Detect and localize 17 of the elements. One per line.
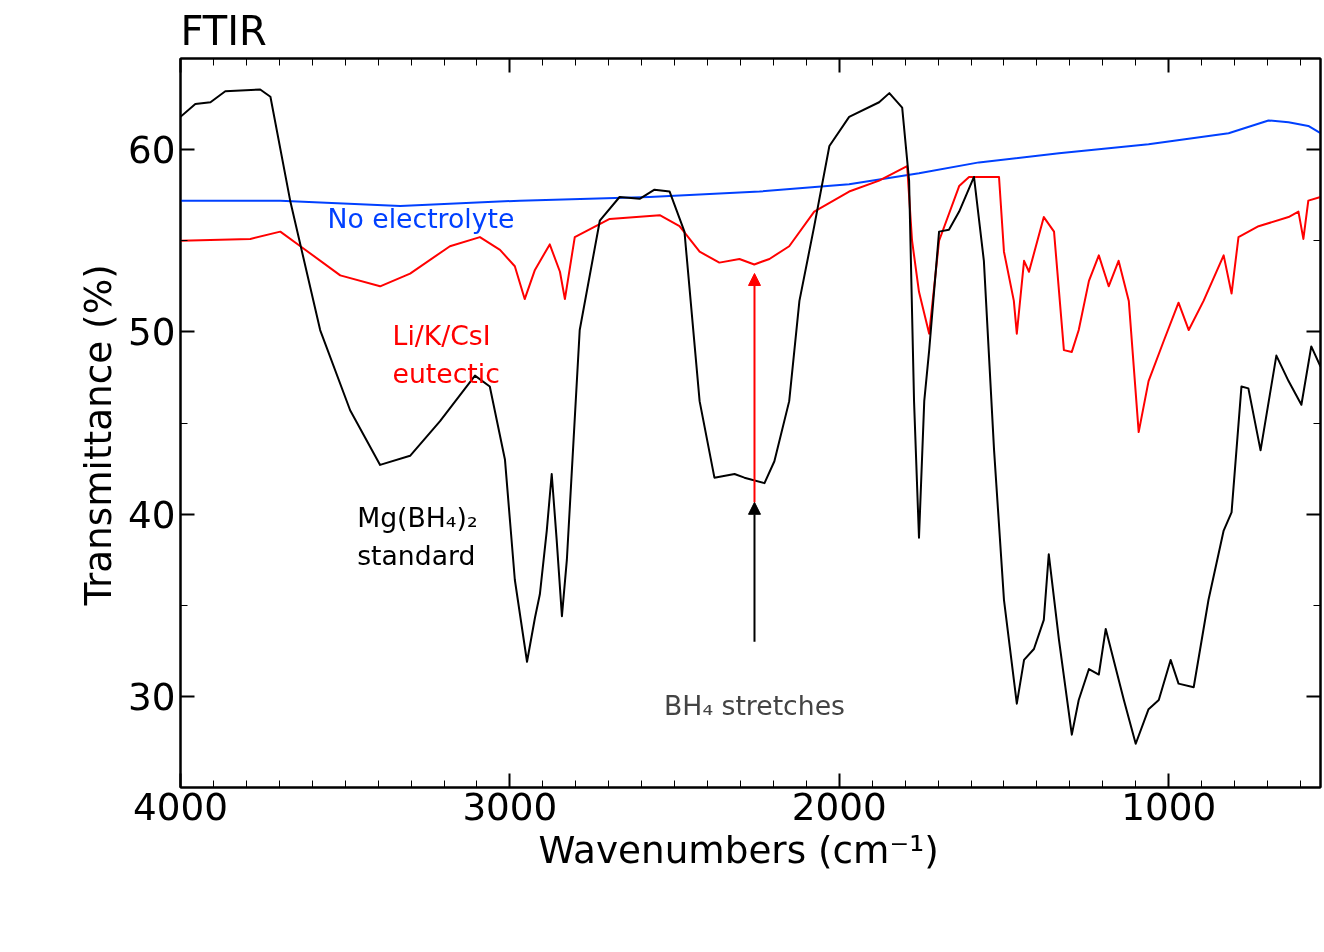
chart-title: FTIR bbox=[180, 7, 267, 54]
y-axis-title: Transmittance (%) bbox=[76, 264, 120, 607]
annotation: BH₄ stretches bbox=[664, 689, 845, 721]
y-tick-label: 30 bbox=[128, 674, 176, 719]
y-tick-label: 40 bbox=[128, 492, 176, 537]
x-axis-title: Wavenumbers (cm⁻¹) bbox=[538, 827, 939, 872]
line-series bbox=[180, 119, 1321, 208]
series-label: Li/K/CsI eutectic bbox=[392, 320, 500, 390]
x-tick-label: 3000 bbox=[462, 784, 558, 829]
x-tick-label: 1000 bbox=[1121, 784, 1217, 829]
x-tick-label: 4000 bbox=[133, 784, 228, 829]
y-tick-label: 60 bbox=[128, 128, 176, 173]
series-label: No electrolyte bbox=[327, 203, 515, 235]
line-series bbox=[180, 165, 1321, 434]
y-tick-label: 50 bbox=[128, 310, 176, 355]
series-label: Mg(BH₄)₂ standard bbox=[357, 502, 478, 572]
x-tick-label: 2000 bbox=[791, 784, 887, 829]
